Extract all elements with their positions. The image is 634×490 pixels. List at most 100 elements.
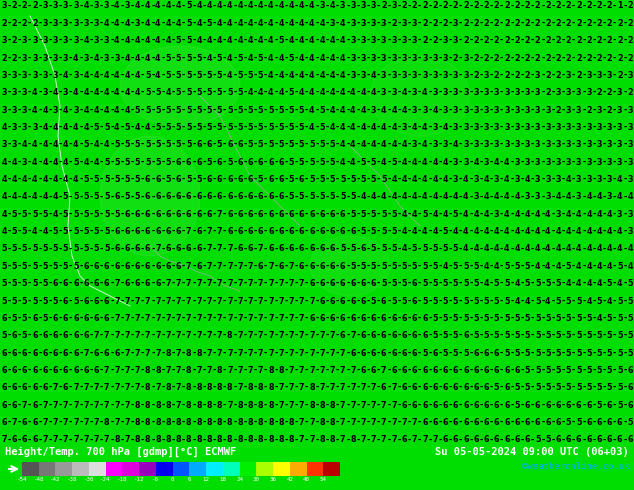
Text: -: - [428, 436, 432, 444]
Text: 2: 2 [627, 88, 633, 98]
Text: 7: 7 [207, 245, 212, 253]
Text: 3: 3 [586, 158, 592, 167]
Text: -: - [162, 53, 165, 63]
Text: 6: 6 [494, 401, 500, 410]
Text: -: - [582, 331, 585, 340]
Text: -: - [28, 175, 31, 184]
Text: 6: 6 [361, 348, 366, 358]
Text: 2: 2 [494, 19, 500, 28]
Text: 7: 7 [227, 314, 233, 323]
Text: -: - [264, 71, 268, 80]
Text: -: - [387, 158, 391, 167]
Text: 7: 7 [73, 383, 79, 392]
Text: 5: 5 [432, 314, 437, 323]
Text: 6: 6 [330, 227, 335, 236]
Text: -: - [254, 53, 257, 63]
Text: 5: 5 [494, 383, 500, 392]
Bar [273, 462, 290, 476]
Text: 4: 4 [247, 88, 253, 98]
Text: -: - [254, 331, 257, 340]
Text: 7: 7 [361, 383, 366, 392]
Text: -: - [213, 262, 216, 271]
Text: -: - [202, 279, 206, 288]
Text: -: - [264, 296, 268, 306]
Text: 7: 7 [145, 348, 150, 358]
Text: 4: 4 [586, 227, 592, 236]
Text: -: - [582, 175, 585, 184]
Text: 5: 5 [401, 262, 407, 271]
Text: -: - [377, 106, 380, 115]
Text: -: - [336, 348, 339, 358]
Text: 7: 7 [361, 401, 366, 410]
Text: -: - [500, 262, 503, 271]
Text: 7: 7 [217, 279, 223, 288]
Text: -: - [18, 314, 21, 323]
Text: 5: 5 [453, 210, 458, 219]
Text: 4: 4 [1, 158, 7, 167]
Text: -: - [315, 123, 319, 132]
Text: -: - [202, 106, 206, 115]
Text: -: - [582, 123, 585, 132]
Text: 6: 6 [453, 383, 458, 392]
Text: -: - [213, 348, 216, 358]
Text: -: - [572, 88, 575, 98]
Text: 8: 8 [278, 436, 284, 444]
Text: -: - [326, 53, 329, 63]
Text: -: - [243, 245, 247, 253]
Text: 7: 7 [391, 401, 397, 410]
Text: -: - [254, 366, 257, 375]
Text: 2: 2 [586, 106, 592, 115]
Text: -: - [582, 36, 585, 45]
Text: -: - [418, 262, 421, 271]
Text: -: - [459, 296, 462, 306]
Text: -: - [141, 175, 144, 184]
Text: -: - [552, 210, 555, 219]
Text: -: - [428, 210, 432, 219]
Text: 6: 6 [155, 210, 160, 219]
Text: 6: 6 [278, 175, 284, 184]
Text: -: - [285, 401, 288, 410]
Text: -: - [264, 366, 268, 375]
Text: 4: 4 [237, 1, 243, 10]
Text: -: - [418, 279, 421, 288]
Text: 5: 5 [597, 331, 602, 340]
Text: 4: 4 [320, 19, 325, 28]
Text: -: - [398, 296, 401, 306]
Text: 6: 6 [504, 383, 510, 392]
Text: 3: 3 [53, 36, 58, 45]
Text: -: - [151, 418, 155, 427]
Text: -: - [182, 366, 185, 375]
Text: 7: 7 [288, 262, 294, 271]
Text: 8: 8 [330, 418, 335, 427]
Text: -: - [285, 36, 288, 45]
Text: 2: 2 [494, 36, 500, 45]
Text: 4: 4 [597, 279, 602, 288]
Text: -: - [223, 1, 226, 10]
Text: -: - [141, 123, 144, 132]
Text: 7: 7 [83, 383, 89, 392]
Text: -: - [131, 366, 134, 375]
Text: -: - [603, 193, 606, 201]
Text: -: - [541, 245, 545, 253]
Text: 4: 4 [83, 106, 89, 115]
Text: -: - [356, 53, 359, 63]
Text: 7: 7 [63, 436, 68, 444]
Text: 24: 24 [236, 477, 243, 482]
Text: -: - [623, 123, 626, 132]
Text: -: - [336, 88, 339, 98]
Text: 5: 5 [63, 193, 68, 201]
Text: 3: 3 [494, 210, 500, 219]
Text: -: - [346, 227, 349, 236]
Text: -: - [326, 383, 329, 392]
Text: 7: 7 [53, 418, 58, 427]
Text: 5: 5 [443, 279, 448, 288]
Text: 4: 4 [258, 88, 263, 98]
Text: 6: 6 [268, 158, 273, 167]
Text: -: - [38, 383, 42, 392]
Text: 4: 4 [504, 193, 510, 201]
Text: -: - [305, 383, 308, 392]
Text: 6: 6 [1, 348, 7, 358]
Text: 6: 6 [401, 436, 407, 444]
Text: 3: 3 [22, 106, 27, 115]
Text: 4: 4 [597, 227, 602, 236]
